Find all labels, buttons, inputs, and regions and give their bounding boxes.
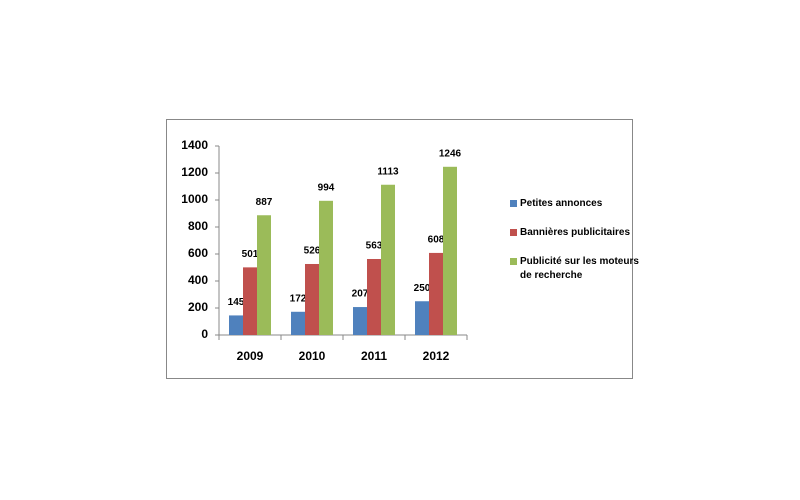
legend-swatch — [510, 258, 517, 265]
y-tick-label: 0 — [201, 327, 208, 341]
bar — [319, 200, 333, 335]
bar — [353, 307, 367, 335]
bar — [229, 315, 243, 335]
legend-swatch — [510, 229, 517, 236]
bar — [443, 166, 457, 335]
bar — [429, 252, 443, 335]
value-label: 526 — [304, 246, 321, 257]
y-tick-label: 200 — [188, 300, 208, 314]
y-tick-label: 400 — [188, 273, 208, 287]
value-label: 608 — [428, 235, 445, 246]
chart-frame — [166, 119, 633, 379]
y-tick-label: 1000 — [181, 192, 208, 206]
bar — [381, 184, 395, 335]
value-label: 172 — [290, 293, 307, 304]
x-tick-label: 2012 — [423, 349, 450, 363]
bar — [291, 311, 305, 335]
value-label: 1246 — [439, 148, 462, 159]
value-label: 887 — [256, 197, 273, 208]
x-tick-label: 2009 — [237, 349, 264, 363]
x-tick-label: 2011 — [361, 349, 387, 363]
value-label: 994 — [318, 182, 335, 193]
bar — [367, 258, 381, 335]
value-label: 501 — [242, 249, 259, 260]
bar — [415, 301, 429, 335]
value-label: 563 — [366, 241, 383, 252]
value-label: 145 — [228, 297, 245, 308]
legend-label: Bannières publicitaires — [520, 227, 631, 238]
y-tick-label: 600 — [188, 246, 208, 260]
value-label: 207 — [352, 289, 369, 300]
legend-swatch — [510, 200, 517, 207]
value-label: 250 — [414, 283, 431, 294]
bar — [243, 267, 257, 335]
y-tick-label: 800 — [188, 219, 208, 233]
x-tick-label: 2010 — [299, 349, 326, 363]
y-tick-label: 1400 — [181, 138, 208, 152]
value-label: 1113 — [377, 166, 399, 177]
y-tick-label: 1200 — [181, 165, 208, 179]
bar — [257, 215, 271, 335]
legend-label: Publicité sur les moteurs de recherche — [520, 256, 639, 281]
bar — [305, 263, 319, 335]
legend-label: Petites annonces — [520, 198, 603, 209]
